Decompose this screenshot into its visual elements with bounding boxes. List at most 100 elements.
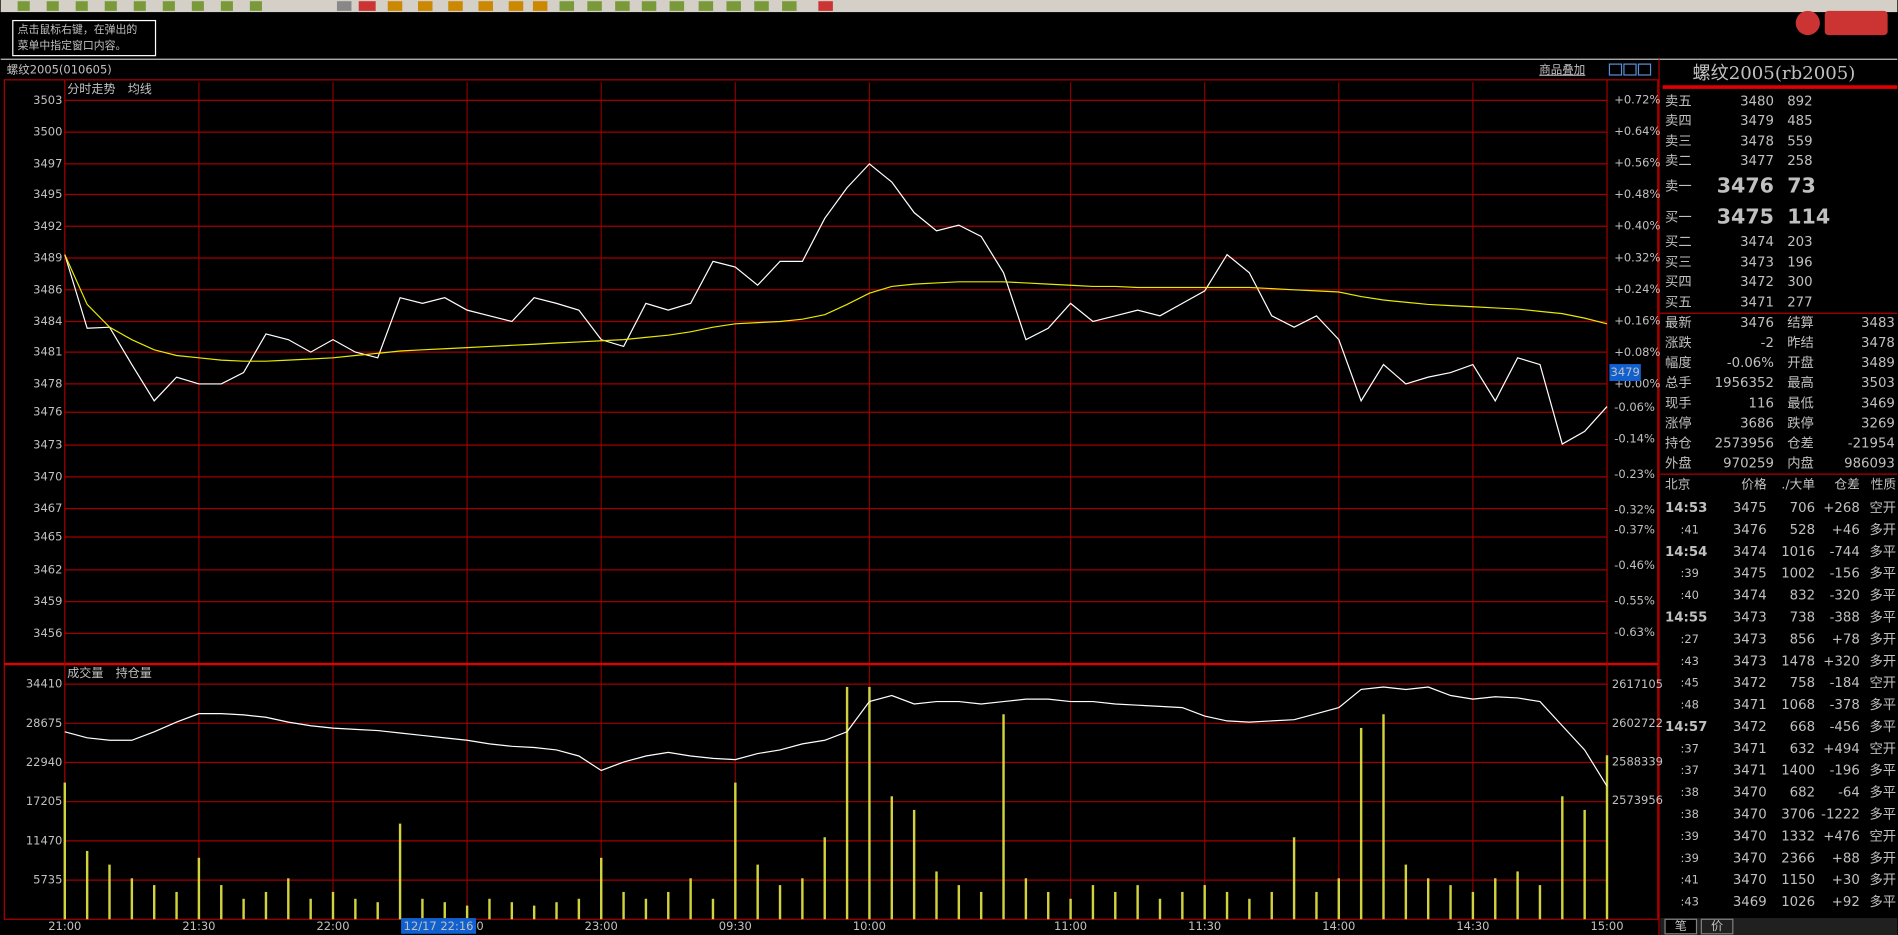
trade-price: 3471: [1733, 764, 1767, 779]
trade-price: 3472: [1733, 676, 1767, 691]
y2-tick-label: +0.08%: [1614, 345, 1660, 359]
book-price: 3473: [1740, 255, 1774, 270]
volume-bar: [734, 782, 737, 920]
stat-label: 最高: [1787, 374, 1814, 391]
trade-volume: 668: [1790, 720, 1815, 735]
trade-nature: 多开: [1870, 630, 1897, 647]
trade-oi-change: -196: [1830, 764, 1860, 779]
overlay-button[interactable]: 商品叠加: [1539, 63, 1585, 77]
trade-time: :38: [1680, 807, 1698, 821]
trade-volume: 1150: [1781, 873, 1815, 888]
trade-price: 3474: [1733, 545, 1767, 560]
trade-time: :39: [1680, 829, 1698, 843]
trade-time: 14:57: [1665, 720, 1707, 735]
y2-tick-label: -0.14%: [1614, 432, 1655, 446]
y2-tick-label: -0.63%: [1614, 625, 1655, 639]
volume-bar: [1605, 755, 1609, 920]
trade-nature: 多开: [1870, 521, 1897, 538]
volume-bar: [1158, 898, 1162, 920]
trade-volume: 758: [1790, 676, 1815, 691]
volume-bar: [1449, 885, 1452, 920]
stat-value: 986093: [1844, 457, 1895, 472]
y-tick-label: 3470: [33, 469, 62, 483]
trade-volume: 2366: [1781, 851, 1815, 866]
trade-time: :37: [1680, 763, 1698, 777]
volume-bar: [220, 885, 223, 920]
trade-volume: 1026: [1781, 895, 1815, 910]
volume-bar: [242, 898, 245, 920]
trade-nature: 多平: [1870, 608, 1897, 625]
trade-price: 3472: [1733, 720, 1767, 735]
tooltip-box: [12, 19, 157, 57]
book-price: 3478: [1740, 135, 1774, 150]
trade-nature: 多开: [1870, 849, 1897, 866]
trade-volume: 3706: [1781, 808, 1815, 823]
trade-price: 3470: [1733, 808, 1767, 823]
x-tick-label: 10:00: [853, 919, 886, 933]
trade-time: :43: [1680, 895, 1698, 909]
volume-bar: [667, 891, 670, 920]
trade-oi-change: -378: [1830, 698, 1860, 713]
volume-bar: [309, 898, 312, 920]
book-price: 3472: [1740, 275, 1774, 290]
x-tick-label: 21:30: [182, 919, 215, 933]
stat-label: 跌停: [1787, 414, 1814, 431]
y2-tick-label: -0.23%: [1614, 467, 1655, 481]
book-price: 3477: [1740, 154, 1774, 169]
price-line: [64, 254, 1608, 362]
trade-price: 3471: [1733, 742, 1767, 757]
y-tick-label: 3456: [33, 626, 62, 640]
trade-volume: 706: [1790, 501, 1815, 516]
trade-price: 3469: [1733, 895, 1767, 910]
y2-tick-label: -0.06%: [1614, 400, 1655, 414]
trade-nature: 空开: [1870, 500, 1897, 516]
book-price: 3471: [1740, 295, 1774, 310]
volume-bar: [801, 878, 804, 920]
volume-bar: [1337, 878, 1341, 920]
stat-label: 昨结: [1787, 335, 1814, 351]
stat-label: 结算: [1787, 315, 1814, 331]
chart-frame: [3, 79, 1659, 920]
book-label: 买一: [1665, 210, 1692, 226]
tooltip-line: 点击鼠标右键，在弹出的: [18, 22, 138, 36]
tab-label[interactable]: 笔: [1675, 918, 1687, 933]
tab-label[interactable]: 价: [1711, 919, 1723, 933]
stat-value: 3489: [1861, 356, 1895, 371]
y2-tick-label: 2602722: [1612, 716, 1663, 730]
trade-nature: 多平: [1870, 543, 1897, 560]
volume-bar: [600, 857, 603, 920]
book-label: 买三: [1665, 254, 1692, 270]
logo: [1795, 10, 1888, 36]
trade-oi-change: -744: [1830, 545, 1860, 560]
tab[interactable]: [1664, 918, 1698, 935]
y2-tick-label: 2573956: [1612, 793, 1663, 807]
volume-bar: [331, 891, 335, 920]
tab[interactable]: [1700, 918, 1734, 935]
volume-bar: [1225, 891, 1229, 920]
trade-price: 3471: [1733, 698, 1767, 713]
y-tick-label: 5735: [33, 873, 62, 887]
trade-volume: 1016: [1781, 545, 1815, 560]
y-tick-label: 17205: [26, 794, 63, 808]
volume-bar: [1270, 891, 1273, 920]
y2-tick-label: +0.56%: [1614, 156, 1660, 170]
y-tick-label: 3459: [33, 594, 62, 608]
volume-bar: [979, 891, 983, 920]
volume-bar: [957, 885, 961, 920]
trade-time: :41: [1680, 522, 1698, 536]
y2-tick-label: -0.55%: [1614, 593, 1655, 607]
trade-time: :41: [1680, 873, 1698, 887]
volume-bar: [1248, 898, 1251, 920]
price-line: [64, 163, 1608, 445]
stat-value: 2573956: [1715, 436, 1774, 451]
chart-layer: 21:0021:3022:0022:3023:0009:3010:0011:00…: [26, 82, 1663, 934]
stat-value: 970259: [1723, 457, 1774, 472]
volume-bar: [1382, 714, 1385, 920]
trade-header: 性质: [1871, 477, 1897, 492]
y-tick-label: 3503: [33, 93, 62, 107]
x-tick-label: 14:30: [1456, 919, 1489, 933]
window-buttons[interactable]: [1608, 63, 1652, 76]
book-volume: 300: [1787, 275, 1812, 290]
